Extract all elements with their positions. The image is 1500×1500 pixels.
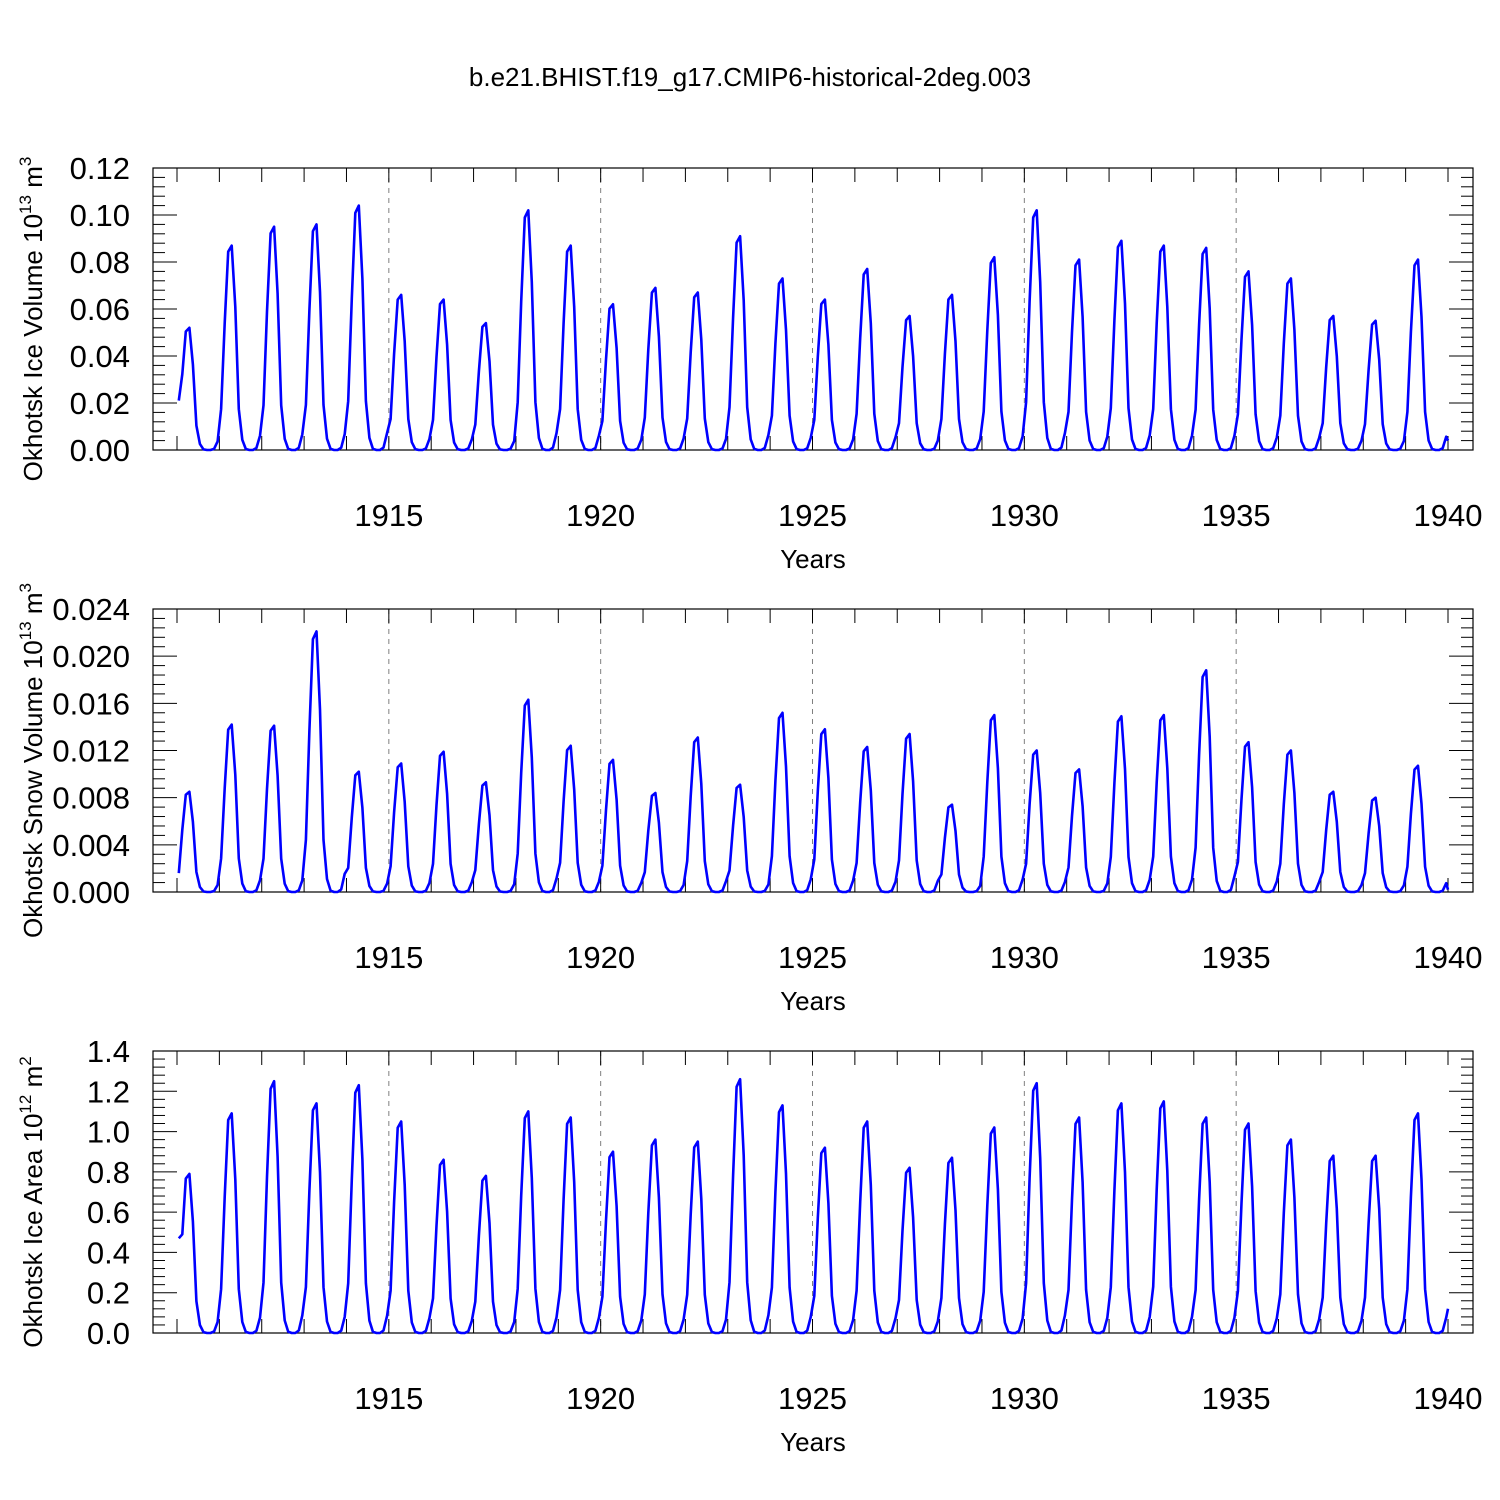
ice-area-series-line xyxy=(177,1077,1450,1335)
ice-area-y-axis-label-unit: m xyxy=(18,1066,48,1095)
ice-area-y-axis-label-exponent: 12 xyxy=(16,1095,35,1114)
ice-volume-y-axis-label: Okhotsk Ice Volume 1013 m3 xyxy=(16,157,48,482)
snow-volume-panel: 0.000 0.004 0.008 0.012 0.016 0.020 0.024 1915 1… xyxy=(16,583,1482,1016)
ice-area-panel: 0.0 0.2 0.4 0.6 0.8 1.0 1.2 1.4 1915 1920 1925 1930… xyxy=(16,1034,1482,1457)
ice-volume-x-axis-label: Years xyxy=(780,544,846,574)
snow-volume-y-axis-label-exponent: 13 xyxy=(16,621,35,640)
ice-area-y-axis-label-text: Okhotsk Ice Area 10 xyxy=(18,1114,48,1348)
snow-volume-series-line xyxy=(177,630,1450,894)
ice-area-y-tick-label: 0.4 xyxy=(87,1235,130,1270)
snow-volume-y-tick-label: 0.016 xyxy=(52,686,130,721)
snow-volume-y-tick-label: 0.012 xyxy=(52,734,130,769)
snow-volume-x-axis-label: Years xyxy=(780,986,846,1016)
ice-volume-y-axis-label-unit: m xyxy=(18,166,48,195)
snow-volume-y-axis-label-unit: m xyxy=(18,592,48,621)
snow-volume-y-axis-label-unit-exponent: 3 xyxy=(16,583,35,592)
ice-area-x-tick-label: 1925 xyxy=(778,1381,847,1416)
ice-volume-y-tick-label: 0.00 xyxy=(70,433,130,468)
snow-volume-x-tick-label: 1925 xyxy=(778,940,847,975)
ice-volume-y-axis-label-exponent: 13 xyxy=(16,195,35,214)
figure-title: b.e21.BHIST.f19_g17.CMIP6-historical-2de… xyxy=(468,62,1032,92)
ice-volume-series-line xyxy=(177,204,1450,452)
snow-volume-y-tick-label: 0.000 xyxy=(52,875,130,910)
ice-area-x-tick-label: 1920 xyxy=(566,1381,635,1416)
ice-area-y-tick-label: 0.8 xyxy=(87,1155,130,1190)
snow-volume-x-tick-label: 1940 xyxy=(1414,940,1483,975)
snow-volume-x-tick-label: 1920 xyxy=(566,940,635,975)
ice-area-x-tick-label: 1940 xyxy=(1414,1381,1483,1416)
ice-area-y-tick-label: 1.4 xyxy=(87,1034,130,1069)
ice-volume-y-axis-label-unit-exponent: 3 xyxy=(16,157,35,166)
ice-area-x-axis-label: Years xyxy=(780,1427,846,1457)
snow-volume-y-tick-label: 0.004 xyxy=(52,828,130,863)
ice-area-y-tick-label: 1.2 xyxy=(87,1074,130,1109)
ice-volume-y-tick-label: 0.02 xyxy=(70,386,130,421)
snow-volume-y-tick-label: 0.024 xyxy=(52,592,130,627)
ice-volume-y-tick-label: 0.06 xyxy=(70,292,130,327)
ice-area-y-tick-label: 0.6 xyxy=(87,1195,130,1230)
ice-volume-y-tick-label: 0.12 xyxy=(70,151,130,186)
ice-area-y-axis-label-unit-exponent: 2 xyxy=(16,1056,35,1065)
ice-area-y-tick-label: 1.0 xyxy=(87,1115,130,1150)
ice-volume-x-tick-label: 1930 xyxy=(990,498,1059,533)
ice-area-y-axis-label: Okhotsk Ice Area 1012 m2 xyxy=(16,1056,48,1347)
ice-area-x-tick-label: 1935 xyxy=(1202,1381,1271,1416)
ice-area-y-tick-label: 0.0 xyxy=(87,1316,130,1351)
ice-volume-x-tick-label: 1935 xyxy=(1202,498,1271,533)
ice-volume-y-tick-label: 0.04 xyxy=(70,339,130,374)
ice-volume-y-axis-label-text: Okhotsk Ice Volume 10 xyxy=(18,214,48,481)
ice-volume-x-tick-label: 1915 xyxy=(354,498,423,533)
ice-area-x-tick-label: 1915 xyxy=(354,1381,423,1416)
ice-volume-panel: 0.00 0.02 0.04 0.06 0.08 0.10 0.12 1915 1920 1925… xyxy=(16,151,1482,574)
ice-area-y-tick-label: 0.2 xyxy=(87,1276,130,1311)
ice-volume-y-tick-label: 0.10 xyxy=(70,198,130,233)
snow-volume-x-tick-label: 1930 xyxy=(990,940,1059,975)
ice-volume-x-tick-label: 1925 xyxy=(778,498,847,533)
snow-volume-y-tick-label: 0.020 xyxy=(52,639,130,674)
snow-volume-x-tick-label: 1915 xyxy=(354,940,423,975)
snow-volume-y-tick-label: 0.008 xyxy=(52,781,130,816)
ice-area-x-tick-label: 1930 xyxy=(990,1381,1059,1416)
ice-volume-x-tick-label: 1920 xyxy=(566,498,635,533)
ice-volume-x-tick-label: 1940 xyxy=(1414,498,1483,533)
snow-volume-x-tick-label: 1935 xyxy=(1202,940,1271,975)
snow-volume-y-axis-label: Okhotsk Snow Volume 1013 m3 xyxy=(16,583,48,938)
snow-volume-y-axis-label-text: Okhotsk Snow Volume 10 xyxy=(18,640,48,938)
ice-volume-y-tick-label: 0.08 xyxy=(70,245,130,280)
